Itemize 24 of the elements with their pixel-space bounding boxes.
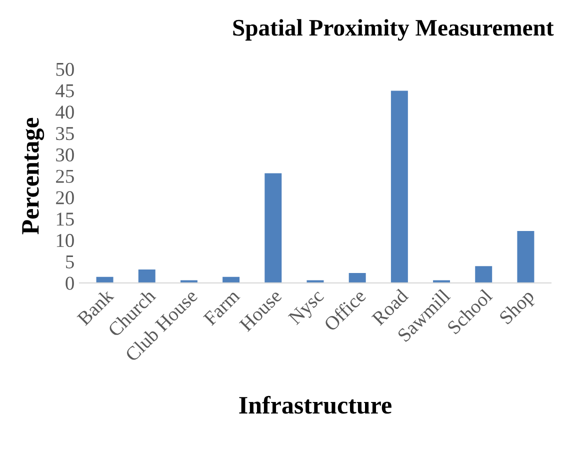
x-tick-label: Shop (498, 288, 538, 328)
bar (390, 90, 409, 283)
y-tick-label: 10 (56, 234, 74, 248)
y-tick-label: 50 (56, 62, 74, 76)
bar (348, 272, 367, 283)
y-tick-label: 25 (56, 170, 74, 183)
y-tick-label: 0 (66, 276, 74, 290)
bar (306, 280, 324, 283)
y-tick-label: 5 (66, 256, 74, 268)
bar (264, 172, 282, 283)
bar (516, 230, 535, 283)
x-axis-title: Infrastructure (239, 396, 392, 414)
y-tick-label: 20 (56, 191, 74, 204)
y-tick-label: 30 (56, 148, 74, 162)
y-tick-label: 40 (56, 106, 74, 119)
y-tick-label: 15 (56, 212, 74, 226)
bar (96, 276, 114, 283)
y-tick-label: 45 (56, 84, 74, 98)
bar (138, 268, 156, 283)
chart-title: Spatial Proximity Measurement (233, 19, 554, 41)
bar (474, 265, 493, 283)
y-axis-title: Percentage (22, 118, 44, 234)
y-tick-label: 35 (56, 127, 74, 140)
bar (222, 276, 240, 283)
